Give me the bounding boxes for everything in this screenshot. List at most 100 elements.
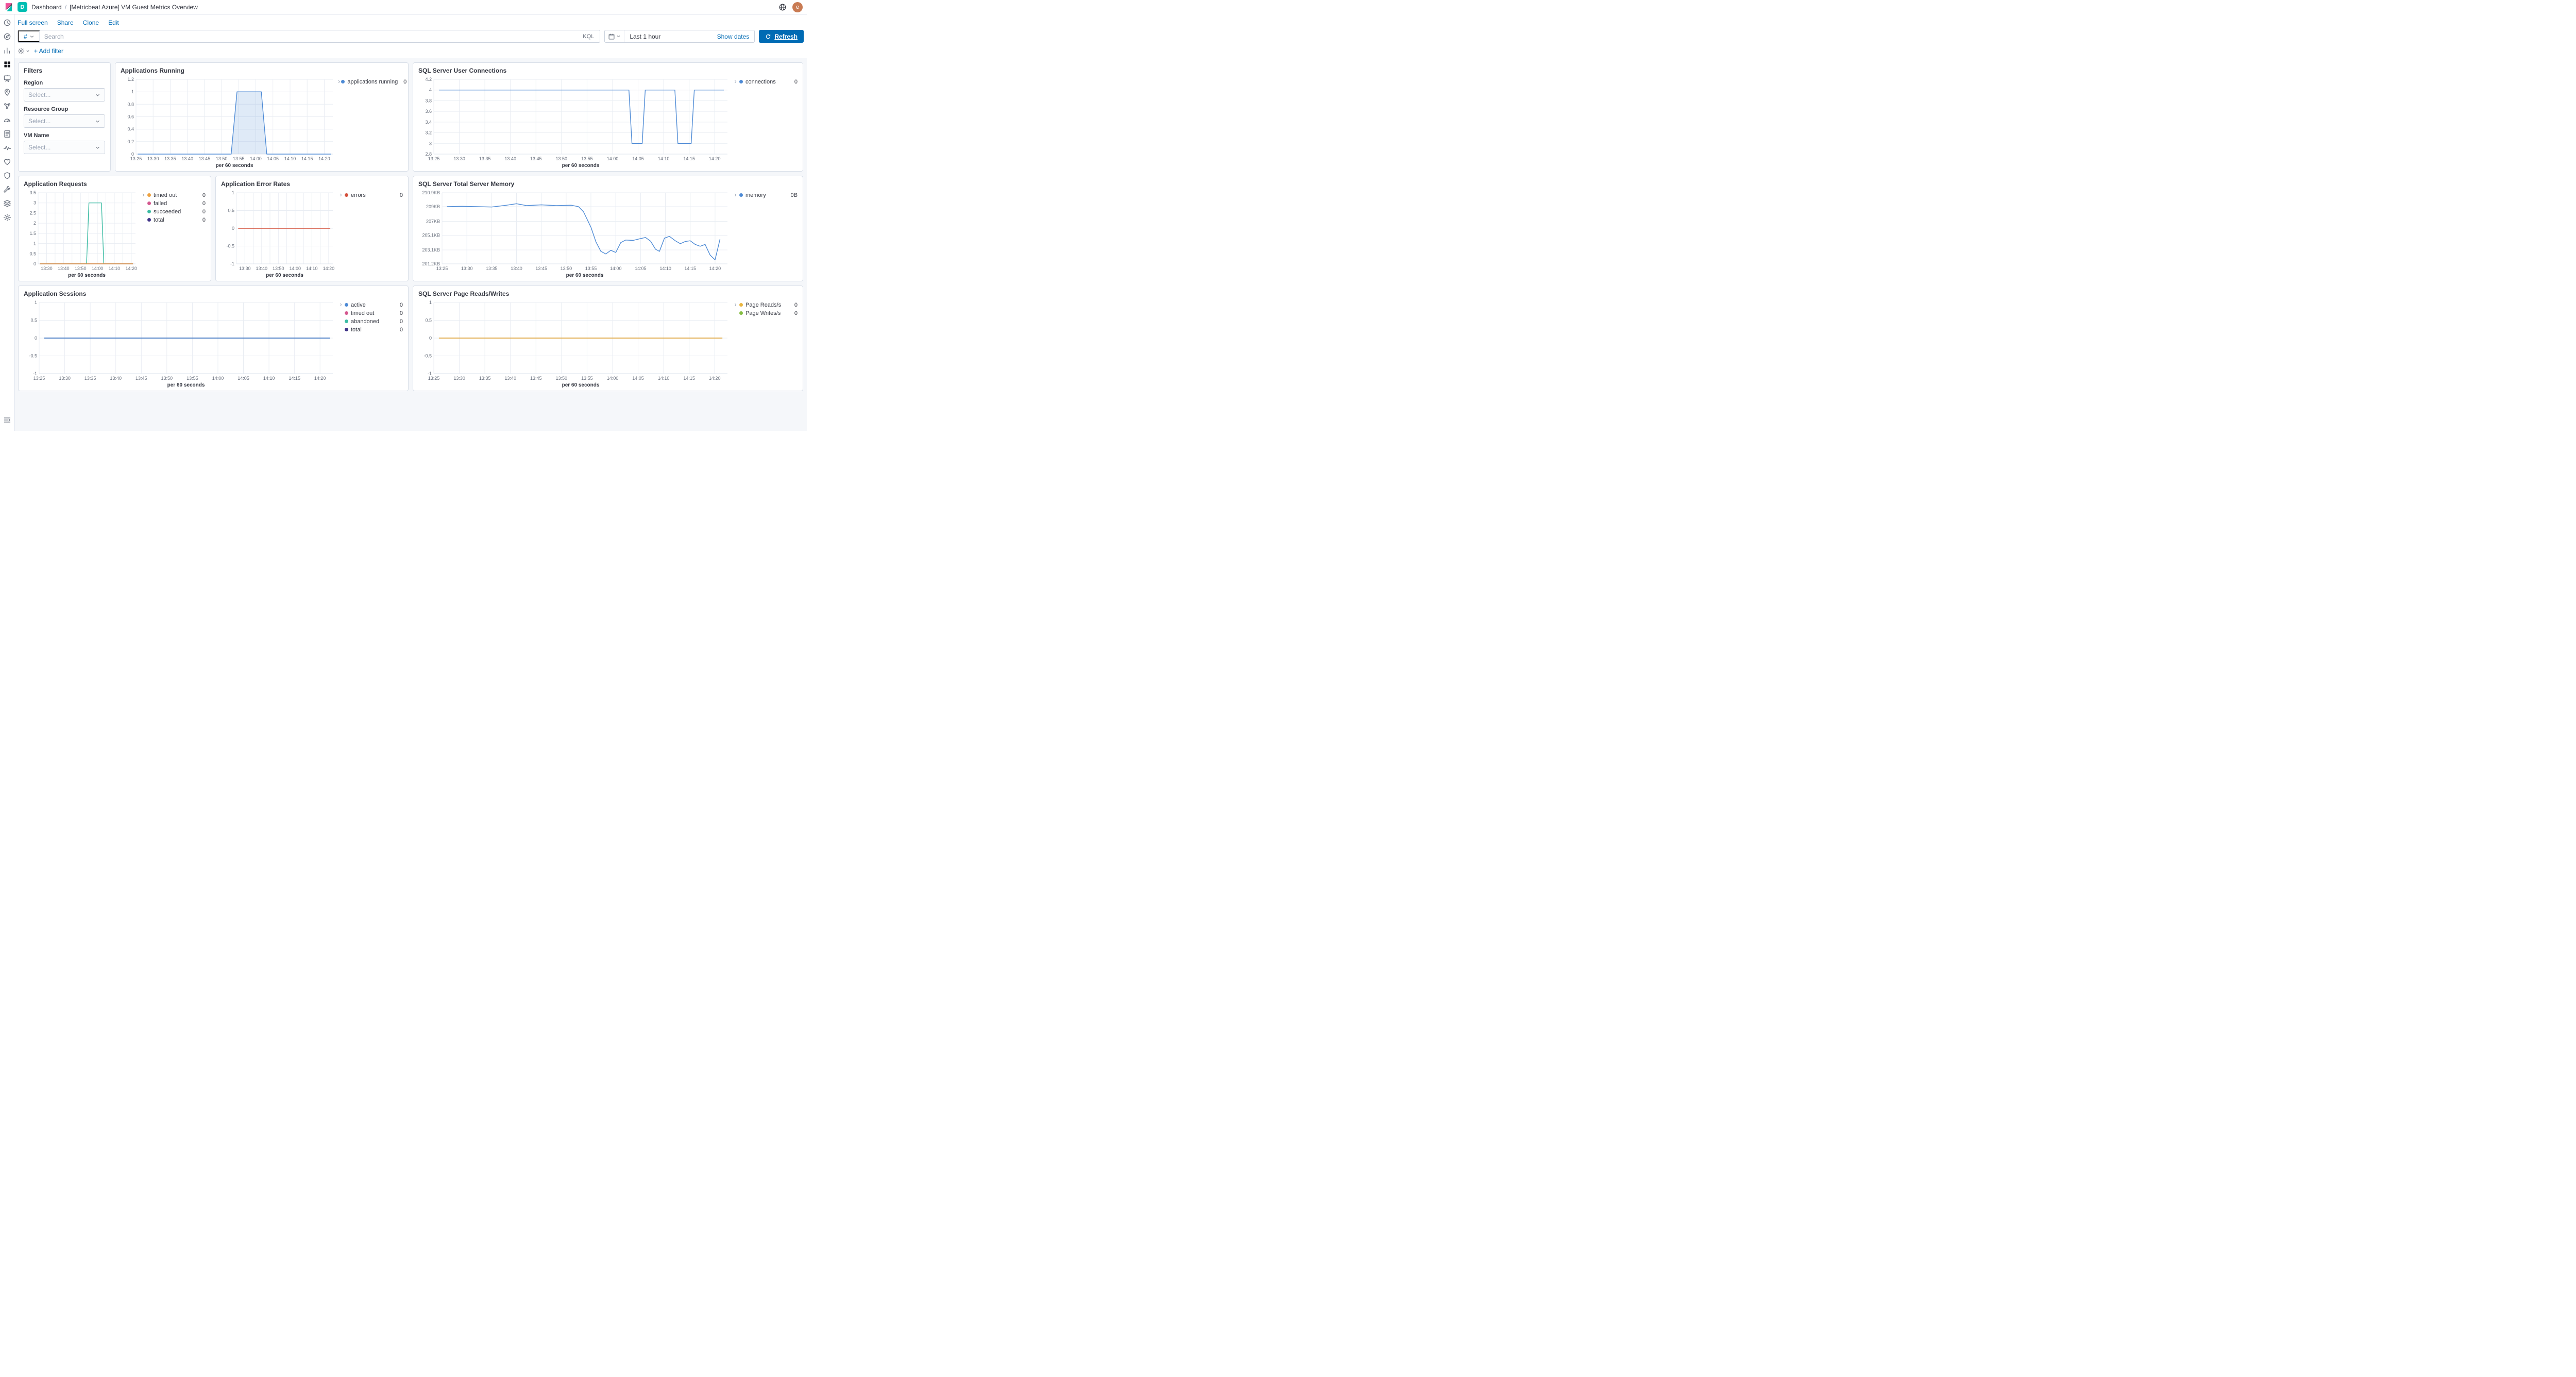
doc-lines-icon (3, 130, 11, 140)
application-sessions-chart[interactable]: 1 0.5 0 -0.5 -1 13:25 13:30 13:35 13:40 13:45 13:5… (24, 298, 338, 389)
sidebar-item-machine-learning[interactable] (1, 100, 13, 113)
legend-label: timed out (154, 192, 177, 198)
sidebar-item-maps[interactable] (1, 87, 13, 99)
panel-sql-page-reads-writes: SQL Server Page Reads/Writes 1 0.5 0 -0.5 -1… (413, 286, 803, 391)
sidebar-item-visualize[interactable] (1, 45, 13, 57)
time-range-value[interactable]: Last 1 hour (630, 32, 661, 40)
svg-text:0.5: 0.5 (30, 318, 37, 323)
sidebar-item-discover[interactable] (1, 31, 13, 43)
svg-text:207KB: 207KB (426, 219, 440, 224)
show-dates-button[interactable]: Show dates (712, 33, 755, 40)
kibana-logo-icon (5, 3, 12, 11)
legend-label: memory (745, 192, 766, 198)
legend-item[interactable]: memory 0B (739, 191, 798, 199)
legend-label: timed out (351, 310, 375, 316)
svg-text:14:20: 14:20 (323, 266, 335, 271)
sidebar-item-stack-monitoring[interactable] (1, 198, 13, 210)
help-menu-button[interactable] (777, 2, 788, 13)
sql-user-connections-chart[interactable]: 4.2 4 3.8 3.6 3.4 3.2 3 2.8 13:25 13:30 13:35 13:40… (418, 75, 733, 170)
chevron-down-icon (95, 119, 100, 124)
add-filter-button[interactable]: + Add filter (34, 47, 64, 55)
gear-icon (18, 47, 25, 55)
legend-toggle-button[interactable]: › (142, 191, 145, 198)
full-screen-link[interactable]: Full screen (18, 19, 48, 26)
legend-item[interactable]: timed out 0 (345, 309, 403, 317)
legend-item[interactable]: Page Writes/s 0 (739, 309, 798, 317)
sidebar-item-dashboard[interactable] (1, 59, 13, 71)
legend-color-dot (147, 210, 151, 213)
svg-text:0: 0 (35, 335, 37, 341)
svg-text:13:25: 13:25 (428, 156, 440, 161)
chart-legend: › active 0 timed out 0 abandoned 0 total 0 (338, 298, 403, 389)
resource-group-select[interactable]: Select... (24, 114, 105, 128)
sidebar-item-apm[interactable] (1, 142, 13, 155)
breadcrumb-dashboard[interactable]: Dashboard (31, 3, 62, 11)
legend-toggle-button[interactable]: › (338, 77, 341, 85)
legend-item[interactable]: timed out 0 (147, 191, 206, 199)
legend-item[interactable]: total 0 (345, 326, 403, 333)
legend-color-dot (147, 201, 151, 205)
svg-text:2.5: 2.5 (29, 210, 36, 215)
svg-text:14:10: 14:10 (658, 156, 670, 161)
clone-link[interactable]: Clone (82, 19, 99, 26)
region-select[interactable]: Select... (24, 88, 105, 102)
filter-options-button[interactable] (18, 47, 30, 55)
legend-item[interactable]: connections 0 (739, 78, 798, 86)
user-avatar[interactable]: e (792, 2, 803, 12)
saved-query-menu-button[interactable]: # (18, 30, 40, 42)
sql-total-server-memory-chart[interactable]: 210.9KB 209KB 207KB 205.1KB 203.1KB 201.2KB 13… (418, 189, 733, 279)
chevron-down-icon (617, 35, 620, 38)
date-picker-calendar-button[interactable] (605, 30, 625, 42)
space-badge[interactable]: D (18, 2, 27, 12)
legend-item[interactable]: failed 0 (147, 199, 206, 207)
legend-color-dot (345, 193, 348, 197)
legend-item[interactable]: Page Reads/s 0 (739, 301, 798, 309)
legend-item[interactable]: succeeded 0 (147, 208, 206, 215)
sidebar-item-management[interactable] (1, 212, 13, 224)
select-placeholder: Select... (28, 117, 51, 125)
svg-text:209KB: 209KB (426, 204, 440, 209)
sidebar-item-canvas[interactable] (1, 73, 13, 85)
svg-text:-0.5: -0.5 (29, 354, 37, 359)
legend-toggle-button[interactable]: › (340, 191, 342, 198)
legend-toggle-button[interactable]: › (340, 300, 342, 308)
legend-item[interactable]: errors 0 (345, 191, 403, 199)
vm-name-select[interactable]: Select... (24, 141, 105, 154)
layers-icon (3, 199, 11, 209)
sidebar-item-siem[interactable] (1, 170, 13, 182)
refresh-button[interactable]: Refresh (759, 30, 804, 43)
legend-item[interactable]: total 0 (147, 216, 206, 224)
svg-text:0.5: 0.5 (228, 208, 234, 213)
svg-text:0.8: 0.8 (127, 102, 134, 107)
sidebar-item-recently-viewed[interactable] (1, 17, 13, 29)
search-input[interactable] (39, 32, 578, 40)
legend-toggle-button[interactable]: › (734, 77, 737, 85)
sidebar-item-logs[interactable] (1, 128, 13, 141)
sidebar-item-metrics[interactable] (1, 114, 13, 127)
application-requests-chart[interactable]: 3.5 3 2.5 2 1.5 1 0.5 0 13:30 13:40 13:50 14:00 14:1… (24, 189, 141, 279)
edit-link[interactable]: Edit (108, 19, 119, 26)
svg-text:14:10: 14:10 (658, 376, 670, 381)
legend-toggle-button[interactable]: › (734, 191, 737, 198)
sidebar-item-dev-tools[interactable] (1, 184, 13, 196)
query-language-button[interactable]: KQL (577, 33, 600, 40)
svg-text:14:20: 14:20 (314, 376, 326, 381)
kibana-logo[interactable] (4, 3, 13, 12)
legend-toggle-button[interactable]: › (734, 300, 737, 308)
legend-label: total (351, 326, 362, 333)
sql-page-reads-writes-chart[interactable]: 1 0.5 0 -0.5 -1 13:25 13:30 13:35 13:40 13:45 13:5… (418, 298, 733, 389)
grid-icon (3, 60, 11, 70)
legend-value: 0 (794, 301, 798, 308)
share-link[interactable]: Share (57, 19, 74, 26)
legend-item[interactable]: applications running 0 (341, 78, 406, 86)
legend-item[interactable]: abandoned 0 (345, 317, 403, 325)
filter-field-vm-name: VM Name Select... (24, 132, 105, 154)
applications-running-chart[interactable]: 1.2 1 0.8 0.6 0.4 0.2 0 13:25 13:30 13:35 13:40 13:… (121, 75, 338, 170)
svg-text:3.8: 3.8 (425, 98, 432, 103)
collapse-nav-button[interactable] (1, 414, 13, 427)
svg-text:14:00: 14:00 (610, 266, 622, 271)
sidebar-item-uptime[interactable] (1, 156, 13, 169)
legend-item[interactable]: active 0 (345, 301, 403, 309)
application-error-rates-chart[interactable]: 1 0.5 0 -0.5 -1 13:30 13:40 13:50 14:00 14:10 14:2… (221, 189, 338, 279)
svg-text:14:10: 14:10 (659, 266, 671, 271)
